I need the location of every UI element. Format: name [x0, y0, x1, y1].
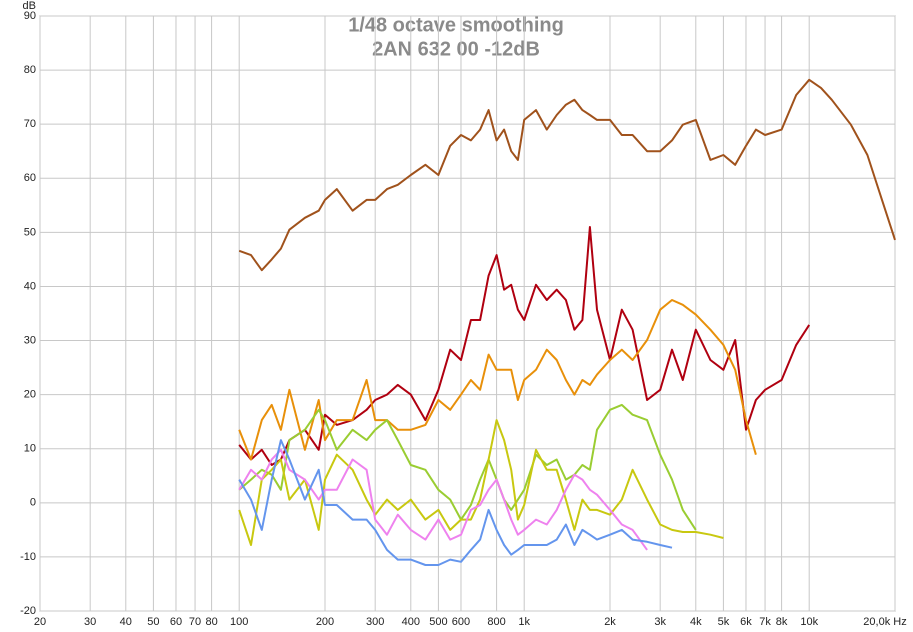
x-tick-label: 3k [654, 616, 666, 628]
x-tick-label: 5k [718, 616, 730, 628]
y-tick-label: 70 [24, 118, 36, 130]
x-tick-label: 50 [147, 616, 159, 628]
x-tick-label: 2k [604, 616, 616, 628]
y-tick-label: 80 [24, 64, 36, 76]
x-tick-label: 7k [759, 616, 771, 628]
x-tick-label: 6k [740, 616, 752, 628]
x-tick-label: 400 [402, 616, 420, 628]
x-tick-label: 200 [316, 616, 334, 628]
x-tick-label: 10k [800, 616, 818, 628]
x-tick-label: 80 [205, 616, 217, 628]
y-tick-label: 30 [24, 334, 36, 346]
y-tick-label: 40 [24, 280, 36, 292]
x-tick-label: 20 [34, 616, 46, 628]
x-tick-label: 70 [189, 616, 201, 628]
x-tick-label: 40 [120, 616, 132, 628]
series-line [238, 226, 811, 466]
chart-subtitle: 2AN 632 00 -12dB [372, 38, 540, 60]
x-tick-label: 30 [84, 616, 96, 628]
y-tick-label: 10 [24, 443, 36, 455]
x-tick-label: 100 [230, 616, 248, 628]
y-axis-label: dB [23, 0, 36, 12]
series-line [238, 448, 648, 551]
x-tick-label: 60 [170, 616, 182, 628]
series-line [238, 299, 757, 461]
y-tick-label: 60 [24, 172, 36, 184]
chart-title: 1/48 octave smoothing [348, 14, 564, 36]
x-tick-label: 8k [776, 616, 788, 628]
y-tick-label: 0 [30, 497, 36, 509]
x-tick-label: 600 [452, 616, 470, 628]
series-line [238, 419, 724, 546]
series-line [238, 439, 673, 566]
series-line [238, 78, 896, 272]
x-tick-label: 4k [690, 616, 702, 628]
x-tick-label: 300 [366, 616, 384, 628]
x-tick-label: 800 [487, 616, 505, 628]
x-tick-label: 1k [518, 616, 530, 628]
y-tick-label: -10 [20, 551, 36, 563]
x-tick-label: 20,0k Hz [863, 616, 906, 628]
x-tick-label: 500 [429, 616, 447, 628]
y-tick-label: 90 [24, 10, 36, 22]
y-tick-label: 50 [24, 226, 36, 238]
y-tick-label: -20 [20, 605, 36, 617]
plot-area [39, 15, 896, 612]
series-line [238, 403, 697, 531]
y-tick-label: 20 [24, 389, 36, 401]
